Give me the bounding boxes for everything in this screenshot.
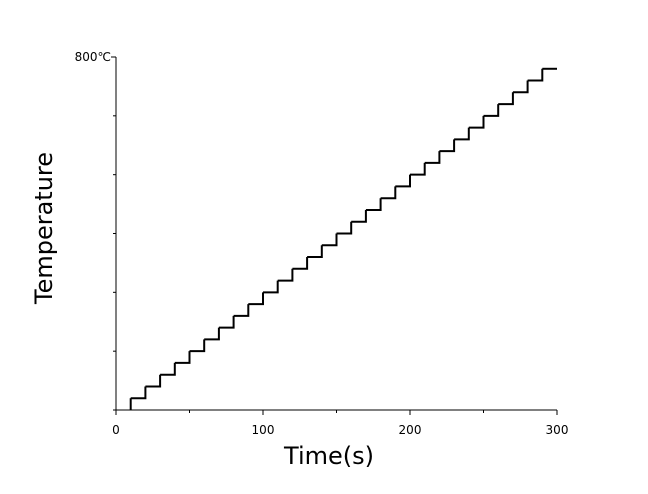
x-tick-label: 300 — [546, 423, 569, 437]
step-segment — [160, 362, 176, 376]
step-segment — [145, 374, 162, 388]
step-segment — [233, 304, 250, 317]
step-segment — [218, 315, 235, 329]
step-segment — [336, 221, 353, 235]
x-tick-label: 0 — [112, 423, 120, 437]
y-axis-label: Temperature — [30, 152, 58, 305]
step-segment — [130, 386, 147, 400]
step-segment — [498, 92, 514, 106]
step-segment — [483, 104, 500, 117]
step-segment — [321, 233, 338, 247]
step-segment — [468, 115, 485, 129]
step-segment — [263, 280, 279, 294]
step-segment — [189, 339, 206, 353]
step-segment — [512, 80, 529, 94]
step-segment — [351, 209, 367, 223]
step-segment — [277, 268, 294, 282]
x-tick-label: 200 — [399, 423, 422, 437]
y-tick-label: 800℃ — [75, 50, 111, 64]
step-segment — [248, 292, 264, 306]
step-segment — [410, 162, 426, 176]
step-segment — [439, 139, 456, 153]
step-segment — [307, 245, 323, 259]
step-segment — [174, 351, 191, 364]
step-segment — [395, 174, 411, 188]
step-segment — [292, 257, 309, 270]
x-tick-label: 100 — [252, 423, 275, 437]
step-segment — [365, 198, 382, 211]
step-segment — [527, 68, 544, 82]
step-segment — [204, 327, 220, 341]
step-segment — [380, 186, 397, 200]
step-segment — [454, 127, 470, 141]
step-segment — [424, 151, 441, 164]
x-axis-label: Time(s) — [283, 442, 374, 470]
